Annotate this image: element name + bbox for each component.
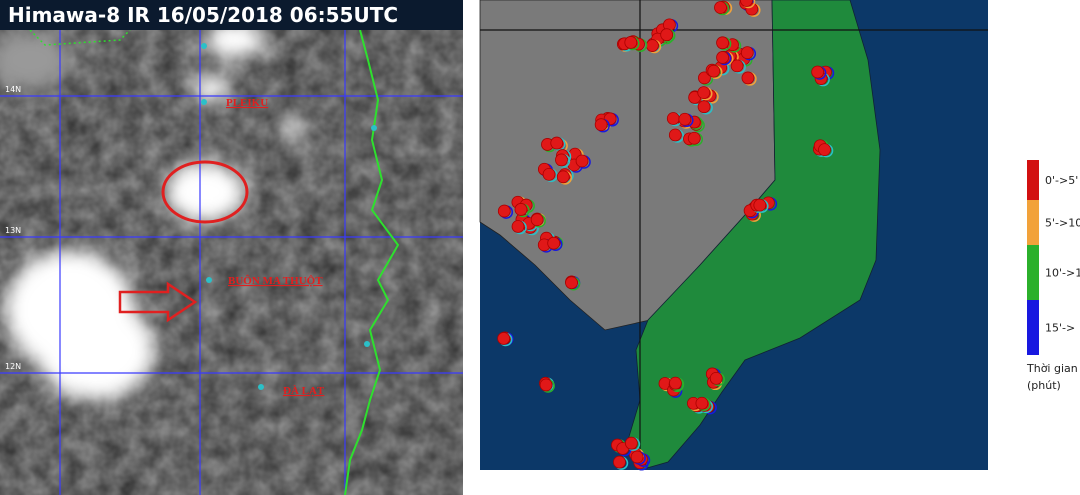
- lightning-dot: [530, 213, 544, 227]
- lightning-dot: [697, 86, 711, 100]
- lightning-dot: [575, 154, 589, 168]
- lightning-dot: [714, 1, 727, 14]
- lightning-dot: [687, 131, 701, 145]
- lat-label: 14N: [5, 85, 21, 94]
- lightning-dot: [707, 64, 721, 78]
- legend-swatch: [1027, 300, 1039, 355]
- lat-label: 13N: [5, 226, 21, 235]
- lightning-dot: [709, 371, 723, 385]
- lightning-dot: [624, 436, 638, 450]
- title: Himawa-8 IR 16/05/2018 06:55UTC: [8, 3, 398, 27]
- lightning-dot: [697, 100, 711, 114]
- satellite-panel: 14N 13N 12N PLEIKU BUÔN MA THUỘT ĐÀ LẠT: [0, 30, 463, 495]
- lightning-dot: [716, 51, 729, 64]
- lightning-dot: [550, 136, 564, 150]
- city-label: BUÔN MA THUỘT: [228, 274, 323, 287]
- lightning-dot: [698, 71, 711, 85]
- lightning-dot: [695, 396, 709, 410]
- lightning-dot: [730, 59, 744, 73]
- lightning-dot: [811, 65, 825, 79]
- lightning-dot: [741, 71, 755, 85]
- lat-label: 12N: [5, 362, 21, 371]
- lightning-dot: [542, 167, 556, 181]
- lightning-dot: [555, 153, 568, 167]
- lightning-dot: [818, 143, 831, 157]
- lightning-dot: [740, 46, 754, 60]
- legend-label: 15'->: [1045, 322, 1075, 335]
- city-label: PLEIKU: [226, 97, 268, 109]
- lightning-dot: [497, 332, 511, 345]
- legend-caption: Thời gian: [1026, 362, 1078, 375]
- highlight-ellipse: [161, 160, 249, 224]
- lightning-dot: [547, 236, 561, 250]
- city-label: ĐÀ LẠT: [283, 385, 325, 397]
- legend-label: 5'->10': [1045, 217, 1080, 230]
- legend-label: 0'->5': [1045, 174, 1078, 187]
- lightning-dot: [565, 276, 578, 290]
- lightning-dot: [753, 198, 767, 212]
- lightning-map: [479, 0, 988, 471]
- lightning-dot: [668, 128, 682, 142]
- lightning-dot: [740, 0, 753, 7]
- legend-label: 10'->15': [1045, 267, 1080, 280]
- lightning-dot: [556, 170, 570, 184]
- lightning-dot: [660, 28, 674, 42]
- lightning-dot: [669, 376, 682, 390]
- lightning-dot: [594, 118, 608, 132]
- lightning-dot: [666, 112, 680, 125]
- lightning-dot: [497, 204, 511, 218]
- lightning-dot: [630, 450, 644, 464]
- legend-swatch: [1027, 245, 1039, 300]
- title-bar: [0, 0, 463, 30]
- legend-swatch: [1027, 200, 1039, 245]
- arrow: [118, 281, 198, 323]
- lightning-dot: [511, 220, 525, 233]
- lightning-dot: [539, 378, 553, 392]
- legend-swatch: [1027, 160, 1039, 200]
- legend-caption: (phút): [1027, 379, 1061, 392]
- legend: 0'->5' 5'->10' 10'->15' 15'-> Thời gian (phút…: [1026, 160, 1080, 392]
- lightning-dot: [514, 203, 528, 216]
- lightning-dot: [678, 112, 692, 126]
- lightning-dot: [613, 455, 626, 469]
- lightning-dot: [624, 36, 638, 49]
- lightning-dot: [716, 36, 729, 50]
- lightning-dot: [646, 39, 659, 52]
